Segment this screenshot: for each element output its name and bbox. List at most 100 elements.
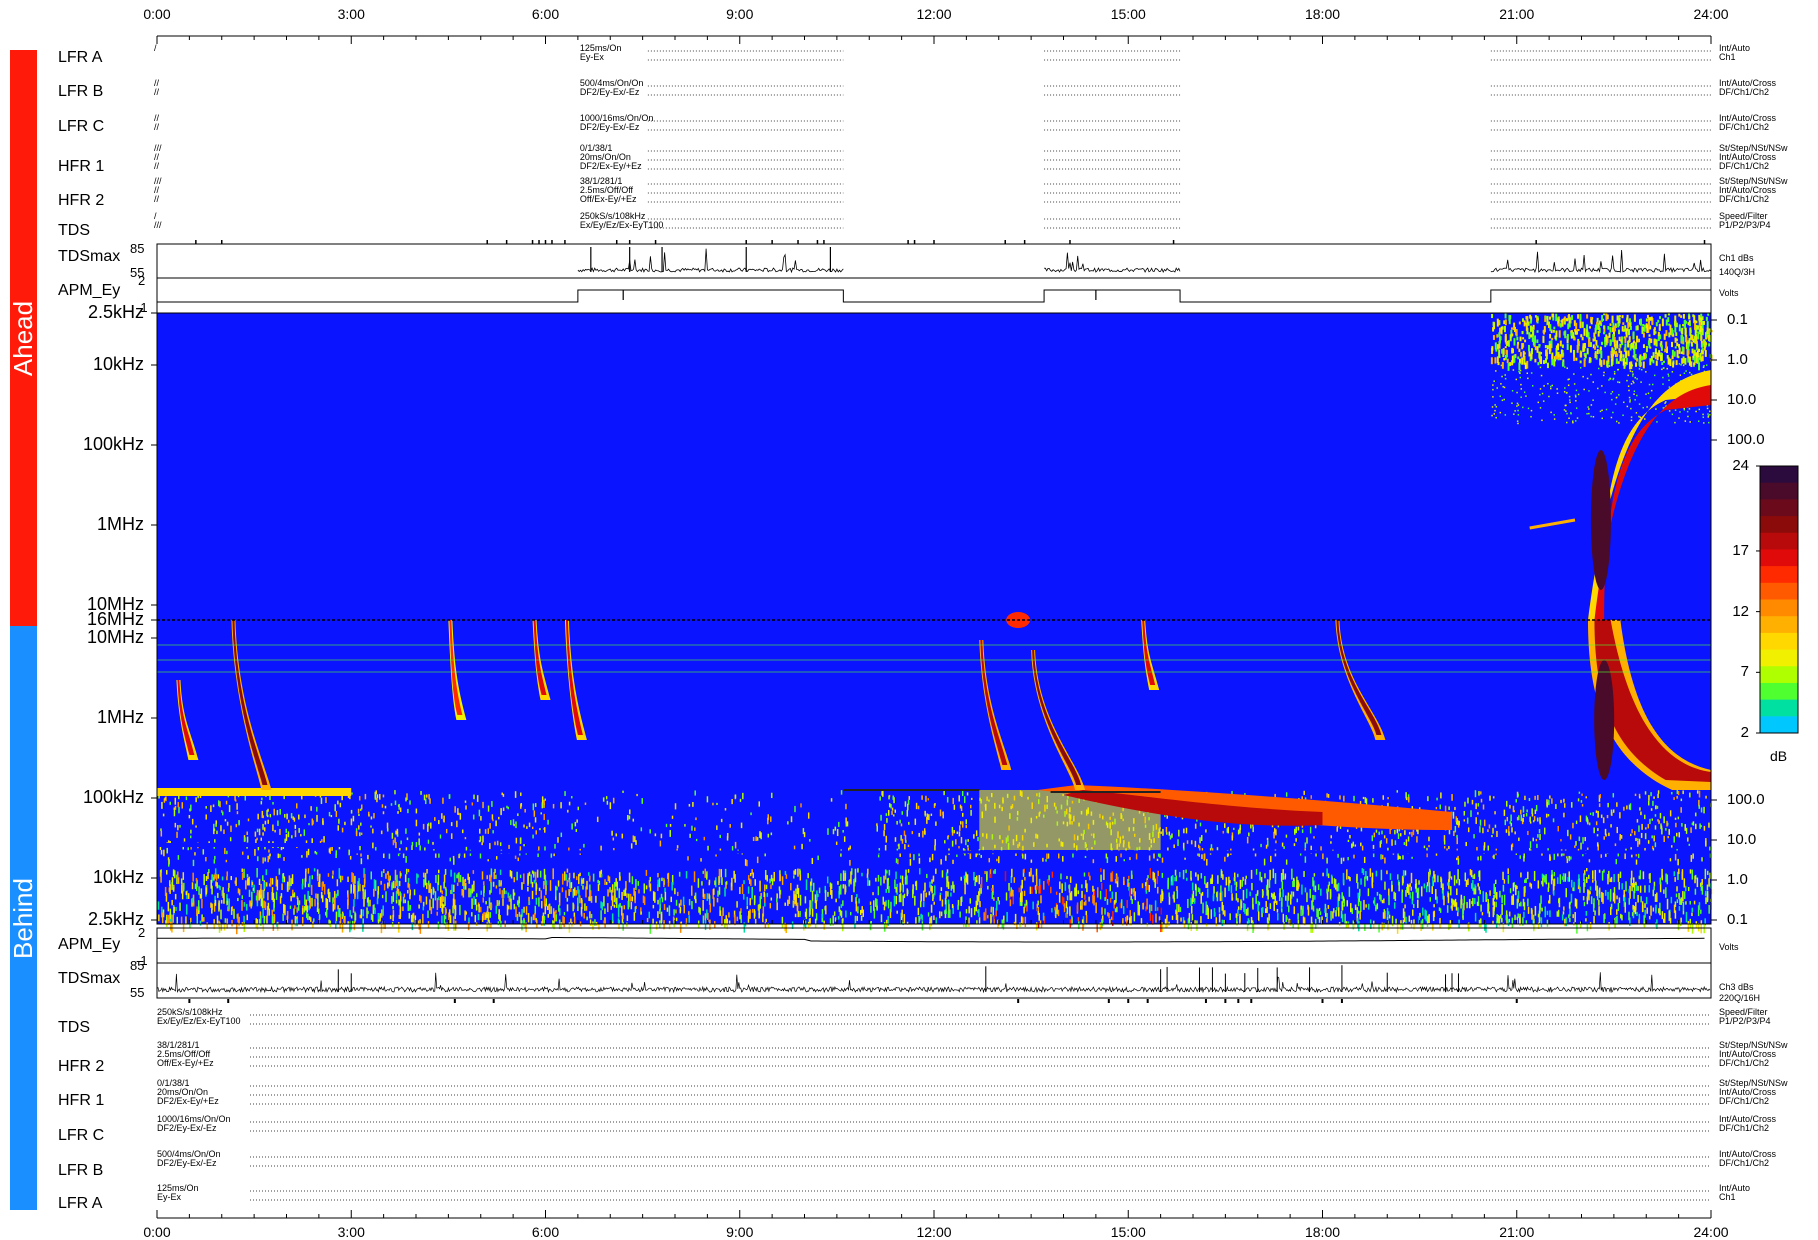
behind-spec-noise (1251, 870, 1253, 879)
ahead-spec-noise (1567, 343, 1569, 350)
behind-spec-noise (1103, 869, 1105, 880)
behind-spec-noise (967, 874, 969, 884)
behind-spec-noise (779, 891, 781, 899)
behind-spec-noise (765, 922, 767, 928)
behind-spec-noise (1190, 898, 1192, 906)
behind-spec-noise (1451, 876, 1453, 879)
behind-spec-noise (1207, 906, 1209, 913)
ahead-spec-noise (1586, 314, 1588, 318)
behind-spec-noise (490, 882, 492, 893)
behind-spec-noise (163, 814, 165, 817)
behind-spec-noise (236, 924, 238, 934)
ahead-spec-noise (1703, 367, 1705, 369)
behind-spec-noise (1475, 803, 1477, 809)
behind-spec-noise (1043, 881, 1045, 890)
behind-spec-noise (160, 872, 162, 883)
ahead-spec-noise (1689, 361, 1691, 366)
behind-spec-noise (998, 900, 1000, 904)
behind-spec-noise (1610, 824, 1612, 827)
behind-spec-noise (1686, 912, 1688, 922)
behind-spec-noise (559, 893, 561, 902)
behind-spec-noise (601, 874, 603, 877)
behind-spec-noise (262, 875, 264, 881)
behind-spec-noise (1355, 905, 1357, 910)
ahead-spec-noise (1575, 396, 1577, 398)
behind-spec-noise (539, 888, 541, 891)
behind-spec-noise (870, 902, 872, 905)
behind-spec-noise (574, 913, 576, 917)
behind-spec-noise (535, 817, 537, 822)
behind-spec-noise (290, 896, 292, 901)
behind-spec-noise (815, 919, 817, 929)
behind-spec-noise (1403, 870, 1405, 877)
ahead-spec-noise (1646, 318, 1648, 321)
ahead-spec-noise (1700, 336, 1702, 341)
behind-spec-noise (661, 914, 663, 924)
ahead-spec-noise (1528, 332, 1530, 339)
behind-spec-noise (411, 915, 413, 923)
behind-spec-noise (1131, 888, 1133, 894)
behind-spec-noise (391, 803, 393, 806)
behind-spec-noise (841, 790, 843, 795)
ahead-spec-noise (1553, 330, 1555, 333)
behind-spec-noise (494, 842, 496, 846)
behind-spec-noise (1637, 838, 1639, 840)
behind-spec-noise (839, 906, 841, 911)
behind-spec-noise (1535, 810, 1537, 814)
behind-spec-noise (1663, 836, 1665, 842)
behind-spec-noise (1658, 908, 1660, 913)
behind-spec-noise (314, 899, 316, 906)
behind-spec-noise (1493, 884, 1495, 894)
ahead-spec-noise (1598, 326, 1600, 330)
behind-spec-noise (1587, 848, 1589, 850)
behind-spec-noise (362, 885, 364, 891)
behind-spec-noise (907, 888, 909, 896)
behind-spec-noise (532, 827, 534, 829)
behind-spec-noise (1136, 854, 1138, 860)
behind-spec-noise (581, 898, 583, 903)
behind-spec-noise (600, 910, 602, 920)
behind-spec-noise (513, 889, 515, 900)
behind-spec-noise (454, 873, 456, 883)
behind-spec-noise (915, 881, 917, 886)
behind-spec-noise (1565, 873, 1567, 879)
behind-spec-noise (1416, 836, 1418, 842)
behind-spec-noise (516, 872, 518, 881)
ahead-spec-noise (1560, 323, 1562, 327)
behind-spec-noise (441, 813, 443, 819)
ahead-spec-noise (1542, 336, 1544, 343)
ahead-spec-noise (1540, 367, 1542, 369)
behind-spec-noise (1605, 854, 1607, 857)
behind-spec-noise (1652, 801, 1654, 806)
behind-spec-noise (931, 916, 933, 926)
behind-spec-noise (181, 878, 183, 883)
behind-spec-noise (758, 913, 760, 918)
ahead-spec-noise (1671, 328, 1673, 335)
ahead-spec-noise (1552, 385, 1554, 387)
behind-spec-noise (1036, 869, 1038, 877)
behind-spec-noise (727, 833, 729, 838)
behind-spec-noise (1653, 908, 1655, 912)
behind-spec-noise (657, 873, 659, 877)
behind-spec-noise (1347, 857, 1349, 860)
ahead-spec-noise (1655, 352, 1657, 354)
behind-spec-noise (779, 886, 781, 890)
behind-spec-noise (1332, 911, 1334, 918)
ahead-spec-noise (1517, 423, 1519, 425)
behind-spec-noise (611, 890, 613, 901)
behind-spec-noise (973, 834, 975, 838)
behind-spec-noise (265, 821, 267, 825)
behind-spec-noise (1589, 822, 1591, 825)
behind-spec-noise (835, 917, 837, 921)
behind-spec-noise (338, 909, 340, 917)
behind-spec-noise (718, 876, 720, 885)
behind-spec-noise (1562, 914, 1564, 920)
behind-spec-noise (1507, 868, 1509, 874)
behind-spec-noise (1705, 869, 1707, 879)
behind-spec-noise (588, 897, 590, 901)
ahead-spec-noise (1498, 349, 1500, 357)
behind-spec-noise (455, 921, 457, 929)
behind-spec-noise (450, 858, 452, 862)
behind-spec-noise (1479, 890, 1481, 894)
behind-spec-noise (1086, 915, 1088, 923)
